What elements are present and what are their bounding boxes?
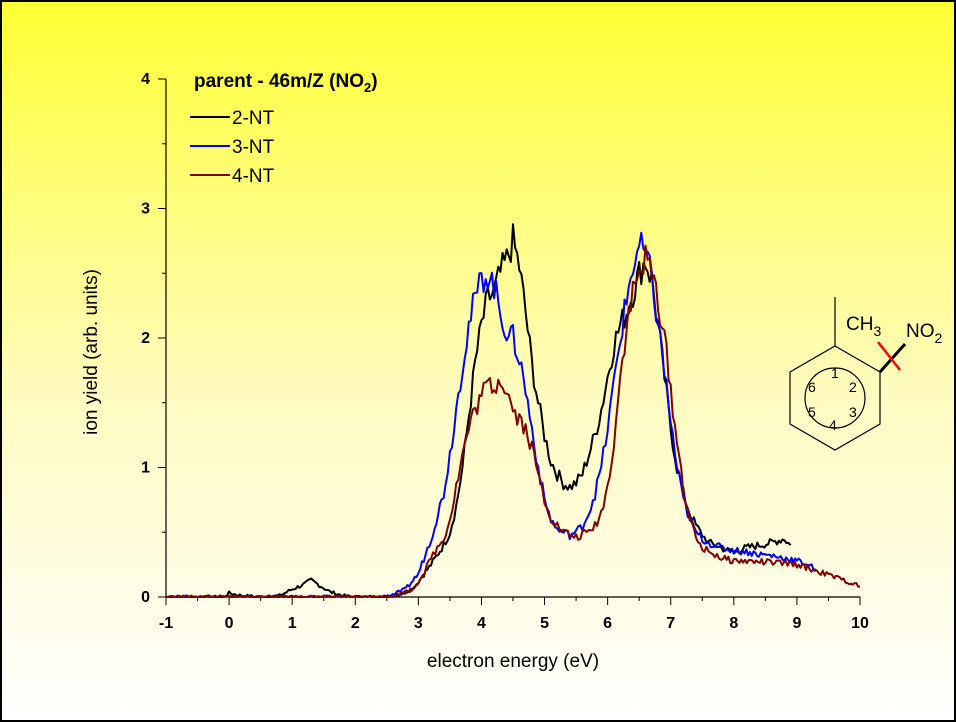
ring-number-5: 5 [808,404,816,420]
x-tick-label: 3 [414,615,423,632]
x-tick-label: 1 [288,615,297,632]
x-tick-label: 0 [225,615,234,632]
legend-label-2-nt: 2-NT [232,108,275,129]
x-axis-title: electron energy (eV) [427,651,599,672]
legend: parent - 46m/Z (NO2) 2-NT 3-NT 4-NT [190,71,378,187]
legend-entries: 2-NT 3-NT 4-NT [190,108,275,187]
aromatic-circle [804,367,866,429]
x-tick-label: 7 [666,615,675,632]
x-tick-label: 6 [603,615,612,632]
legend-title: parent - 46m/Z (NO2) [194,71,378,95]
bond-cut-mark [877,341,901,371]
molecule-structure: CH3 NO2 1 2 3 4 5 6 [789,297,943,451]
x-tick-label: 4 [477,615,486,632]
nitro-label: NO2 [906,321,943,346]
ring-number-6: 6 [808,379,816,395]
nitro-bond [878,343,907,373]
x-tick-label: 5 [540,615,549,632]
ring-number-2: 2 [849,379,857,395]
x-tick-label: 2 [351,615,360,632]
y-tick-label: 0 [141,589,150,606]
y-tick-label: 4 [141,71,150,88]
legend-label-4-nt: 4-NT [232,166,275,187]
methyl-label: CH3 [846,314,881,339]
y-axis-title: ion yield (arb. units) [81,269,102,435]
y-tick-label: 3 [141,201,150,218]
ring-number-1: 1 [831,365,839,381]
y-tick-label: 1 [141,460,150,477]
legend-label-3-nt: 3-NT [232,137,275,158]
ring-number-4: 4 [829,417,837,433]
x-tick-label: 9 [792,615,801,632]
series-layer [165,223,861,598]
ring-number-3: 3 [849,404,857,420]
series-line-4-nt [165,244,861,598]
x-tick-label: -1 [159,615,173,632]
y-tick-label: 2 [141,330,150,347]
x-tick-label: 8 [729,615,738,632]
x-tick-label: 10 [851,615,869,632]
